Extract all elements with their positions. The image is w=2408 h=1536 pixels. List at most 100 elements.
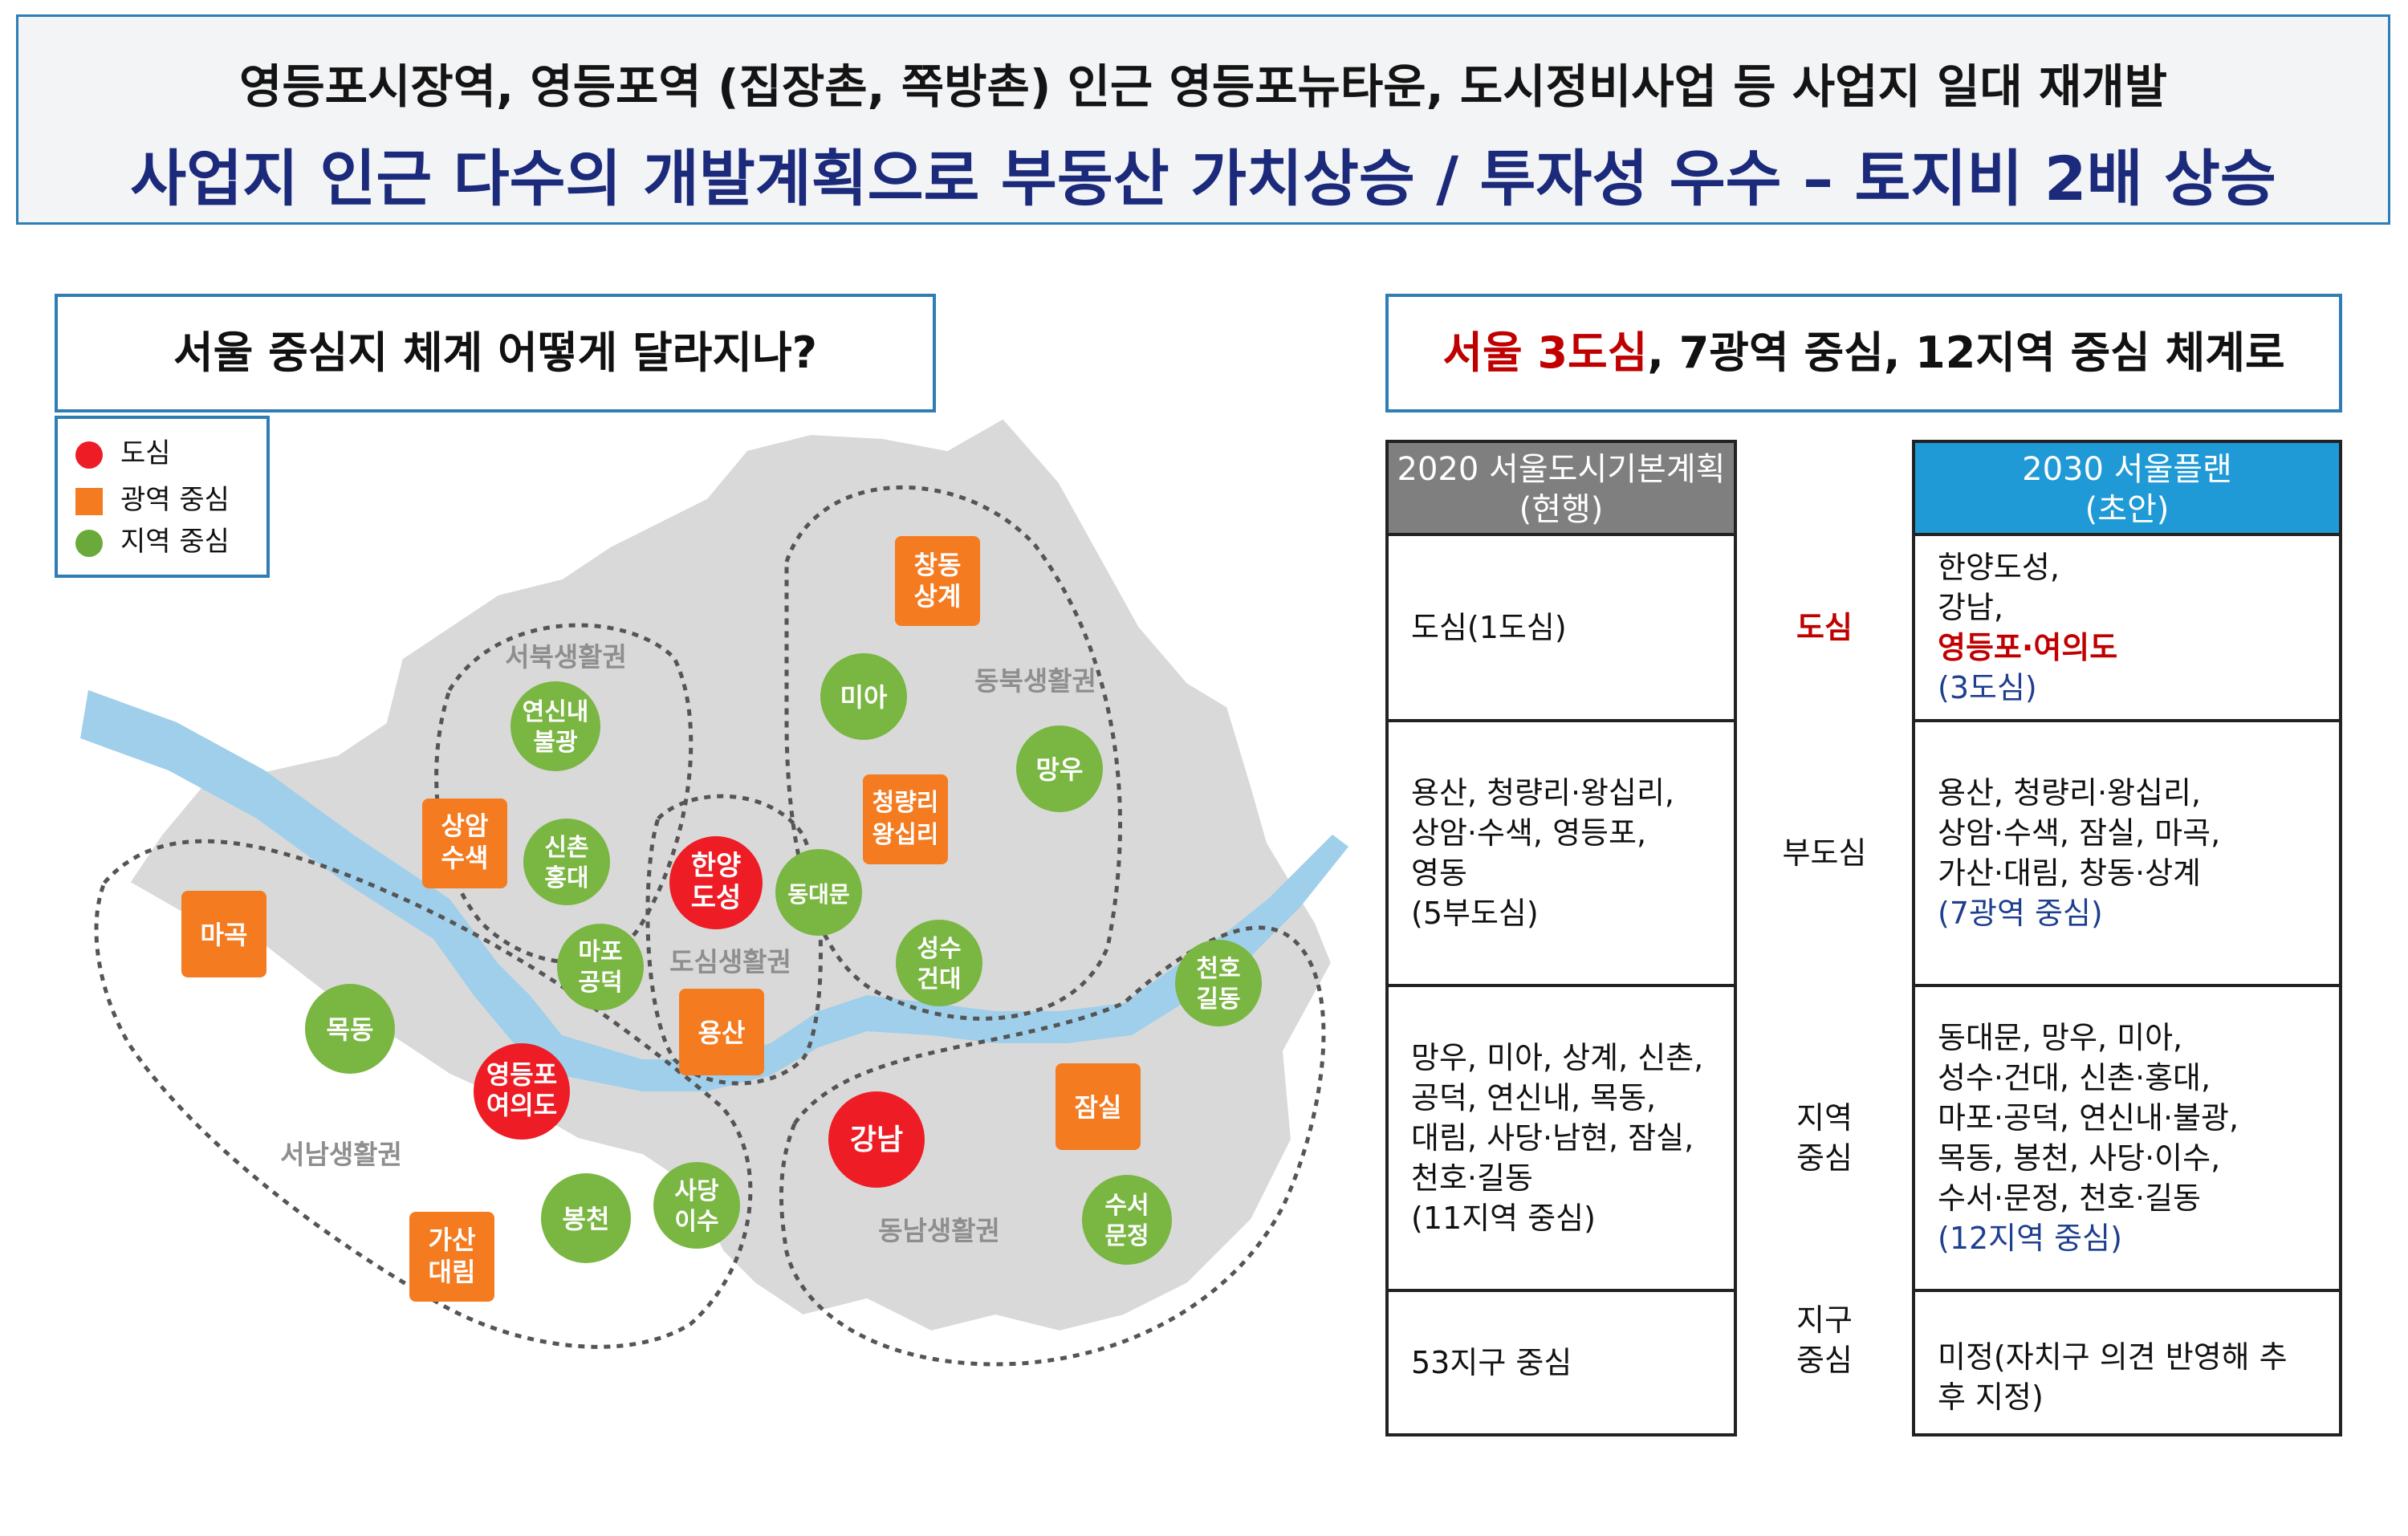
center-label: 왕십리 (872, 821, 939, 849)
headline-title: 사업지 인근 다수의 개발계획으로 부동산 가치상승 / 투자성 우수 – 토지… (130, 143, 2276, 214)
cell-line: 천호·길동 (1411, 1160, 1533, 1196)
center-cheonho-gildong: 천호 길동 (1175, 940, 1262, 1026)
cell-line: 마포·공덕, 연신내·불광, (1938, 1100, 2239, 1136)
table-cell-category-row1: 도심 (1737, 533, 1912, 722)
cell-line: 가산·대림, 창동·상계 (1938, 855, 2201, 891)
map-legend: 도심 광역 중심 지역 중심 (55, 416, 270, 578)
cell-line-highlight: 영등포·여의도 (1938, 630, 2118, 665)
center-label: 성수 (917, 935, 961, 963)
table-cell-2020-row2: 용산, 청량리·왕십리, 상암·수색, 영등포, 영동 (5부도심) (1385, 719, 1737, 987)
category-label: 도심 (1796, 610, 1853, 645)
cell-line: 상암·수색, 영등포, (1411, 815, 1647, 851)
center-label: 수서 (1104, 1192, 1149, 1220)
center-sangam-susaek: 상암 수색 (422, 798, 507, 888)
center-mokdong: 목동 (305, 984, 395, 1074)
legend-label: 광역 중심 (120, 484, 230, 516)
plan-title-box: 서울 3도심, 7광역 중심, 12지역 중심 체계로 (1385, 294, 2342, 412)
center-label: 건대 (917, 965, 961, 994)
center-gasan-daerim: 가산 대림 (409, 1212, 494, 1302)
region-outline-southeast (779, 925, 1326, 1367)
green-circle-icon (75, 530, 103, 557)
center-gangnam: 강남 (828, 1091, 925, 1188)
map-question-box: 서울 중심지 체계 어떻게 달라지나? (55, 294, 936, 412)
region-outline-southwest (94, 839, 753, 1349)
table-cell-2030-row4: 미정(자치구 의견 반영해 추 후 지정) (1912, 1289, 2342, 1436)
center-seongsu-geondae: 성수 건대 (896, 920, 982, 1006)
cell-line: 수서·문정, 천호·길동 (1938, 1180, 2201, 1216)
center-label: 이수 (674, 1208, 718, 1236)
table-cell-2020-row3: 망우, 미아, 상계, 신촌, 공덕, 연신내, 목동, 대림, 사당·남현, … (1385, 984, 1737, 1292)
table-cell-category-row2: 부도심 (1737, 719, 1912, 987)
plan-title-highlight: 서울 3도심 (1442, 327, 1648, 378)
center-label: 연신내 (523, 698, 589, 726)
center-label: 길동 (1196, 985, 1240, 1014)
cell-note: (12지역 중심) (1938, 1221, 2122, 1256)
red-circle-icon (75, 441, 103, 469)
center-label: 가산 (429, 1225, 476, 1255)
header-line: 2030 서울플랜 (2022, 451, 2232, 488)
cell-note: (3도심) (1938, 670, 2037, 705)
center-label: 잠실 (1075, 1092, 1122, 1123)
cell-line: (11지역 중심) (1411, 1201, 1596, 1236)
center-label: 상계 (914, 581, 962, 612)
cell-line: 상암·수색, 잠실, 마곡, (1938, 815, 2221, 851)
table-header-2020: 2020 서울도시기본계획 (현행) (1385, 440, 1737, 536)
cell-line: 성수·건대, 신촌·홍대, (1938, 1060, 2211, 1095)
center-yongsan: 용산 (679, 989, 764, 1075)
center-bongcheon: 봉천 (541, 1173, 631, 1263)
center-suseo-munjeong: 수서 문정 (1082, 1175, 1172, 1265)
center-mia: 미아 (820, 653, 907, 740)
center-label: 망우 (1036, 754, 1084, 785)
category-label: 지역 (1796, 1100, 1853, 1136)
river-branch (449, 947, 546, 1051)
cell-line: 영동 (1411, 855, 1467, 891)
plan-title-rest: , 7광역 중심, 12지역 중심 체계로 (1647, 327, 2285, 378)
cell-line: 용산, 청량리·왕십리, (1411, 775, 1674, 811)
cell-line: 도심(1도심) (1411, 610, 1567, 645)
center-jamsil: 잠실 (1056, 1063, 1141, 1150)
center-label: 천호 (1196, 955, 1240, 983)
orange-square-icon (75, 488, 103, 515)
center-magok: 마곡 (181, 891, 266, 977)
center-label: 대림 (429, 1257, 476, 1287)
table-cell-2020-row4: 53지구 중심 (1385, 1289, 1737, 1436)
headline-subtitle: 영등포시장역, 영등포역 (집장촌, 쪽방촌) 인근 영등포뉴타운, 도시정비사… (238, 59, 2168, 114)
center-changdong-sanggye: 창동 상계 (895, 536, 980, 626)
table-cell-2020-row1: 도심(1도심) (1385, 533, 1737, 722)
cell-line: 목동, 봉천, 사당·이수, (1938, 1140, 2221, 1176)
cell-line: 동대문, 망우, 미아, (1938, 1020, 2183, 1055)
legend-label: 지역 중심 (120, 526, 230, 558)
center-label: 마곡 (201, 920, 248, 950)
cell-line: 공덕, 연신내, 목동, (1411, 1080, 1657, 1115)
legend-label: 도심 (120, 437, 171, 469)
center-label: 신촌 (544, 834, 588, 862)
center-label: 사당 (674, 1177, 719, 1205)
region-outline-downtown (645, 794, 823, 1086)
category-label: 중심 (1796, 1343, 1853, 1378)
center-hanyang-dosung: 한양 도성 (669, 836, 763, 929)
cell-line: 53지구 중심 (1411, 1345, 1572, 1380)
center-label: 여의도 (486, 1090, 557, 1120)
region-label-northeast: 동북생활권 (974, 665, 1096, 697)
region-label-southeast: 동남생활권 (878, 1215, 1000, 1246)
center-label: 강남 (850, 1124, 903, 1156)
center-cheongnyangni-wangsimni: 청량리 왕십리 (863, 774, 948, 864)
cell-line: 미정(자치구 의견 반영해 추 (1938, 1339, 2288, 1375)
cell-line: (5부도심) (1411, 896, 1539, 931)
table-header-2030: 2030 서울플랜 (초안) (1912, 440, 2342, 536)
center-label: 홍대 (544, 864, 588, 892)
table-cell-2030-row2: 용산, 청량리·왕십리, 상암·수색, 잠실, 마곡, 가산·대림, 창동·상계… (1912, 719, 2342, 987)
cell-line: 용산, 청량리·왕십리, (1938, 775, 2201, 811)
center-label: 봉천 (563, 1204, 610, 1234)
center-label: 도성 (691, 882, 742, 914)
center-yeongdeungpo-yeouido: 영등포 여의도 (474, 1043, 570, 1140)
category-label: 부도심 (1782, 835, 1867, 871)
table-cell-category-row4: 지구 중심 (1737, 1289, 1912, 1436)
region-label-northwest: 서북생활권 (505, 641, 627, 673)
center-label: 한양 (691, 850, 742, 882)
center-label: 용산 (698, 1018, 746, 1048)
category-label: 중심 (1796, 1140, 1853, 1176)
center-label: 마포 (578, 938, 622, 966)
center-dongdaemun: 동대문 (775, 849, 862, 936)
